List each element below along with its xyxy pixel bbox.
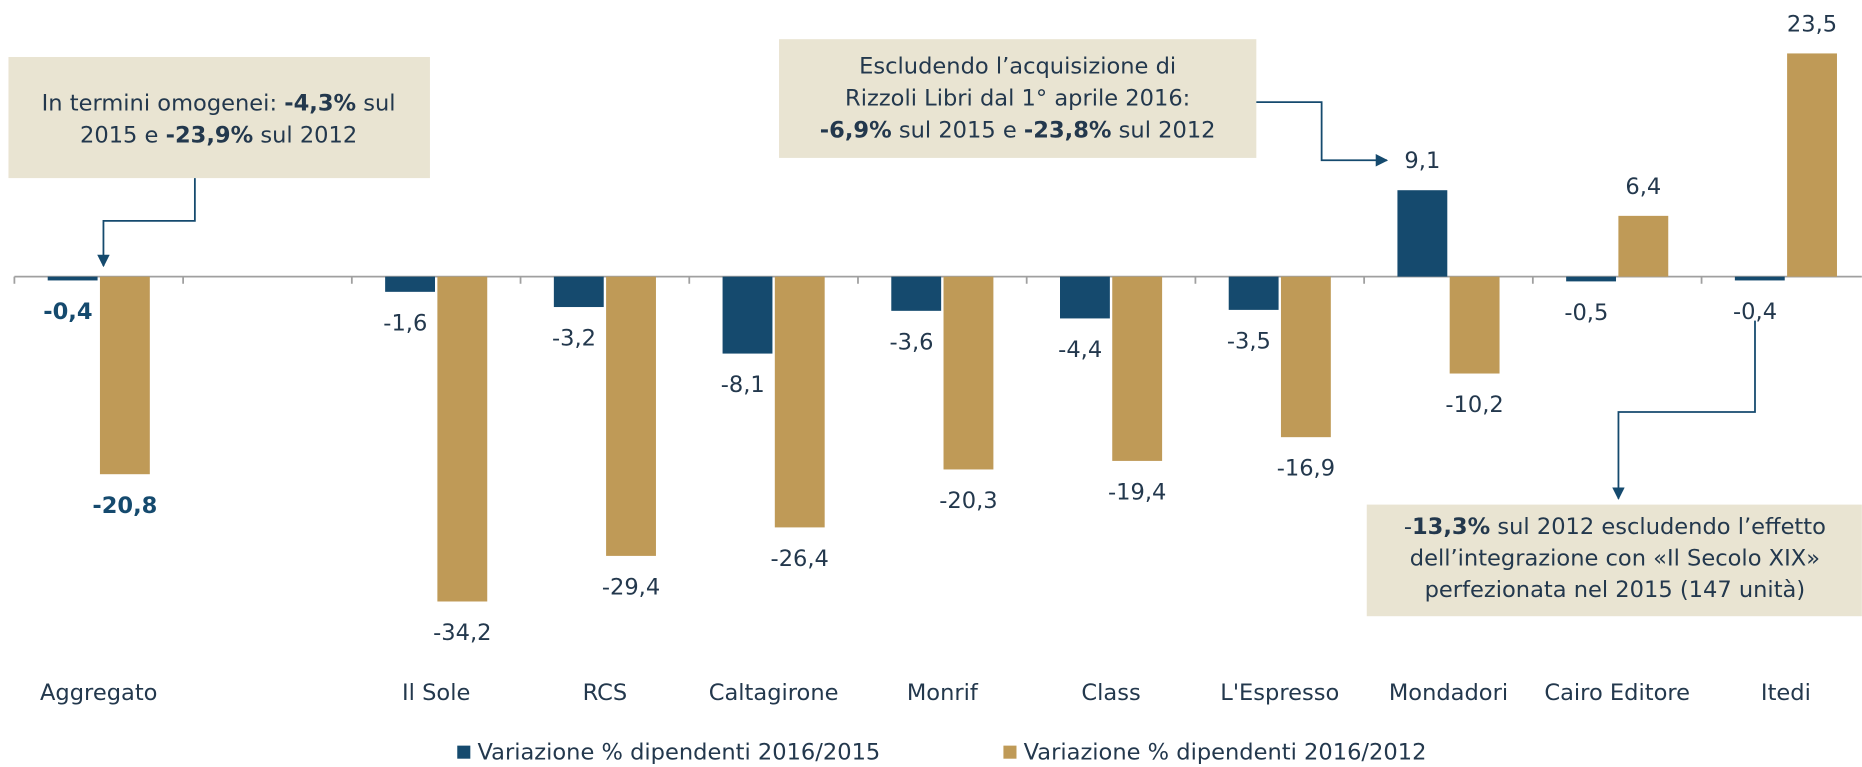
annotation-segment: - [1404, 514, 1412, 540]
x-tick-label: Cairo Editore [1544, 680, 1690, 706]
annotation-text: -13,3% sul 2012 escludendo l’effetto [1404, 514, 1826, 540]
legend-label: Variazione % dipendenti 2016/2012 [1024, 739, 1427, 765]
annotation-text: -6,9% sul 2015 e -23,8% sul 2012 [820, 117, 1216, 143]
data-label: -26,4 [771, 546, 829, 572]
bar [774, 276, 825, 528]
annotation-arrow [1612, 320, 1756, 500]
x-tick-label: Aggregato [40, 680, 157, 706]
annotation-segment: sul 2012 [253, 122, 357, 148]
x-tick-label: Monrif [907, 680, 979, 706]
annotation-box [1366, 504, 1862, 617]
annotation-segment: sul [356, 90, 395, 116]
annotation-segment: sul 2012 [1112, 117, 1216, 143]
annotation-text: Escludendo l’acquisizione di [859, 53, 1176, 79]
data-label: -1,6 [383, 310, 427, 336]
annotation-box [8, 56, 430, 179]
bar [606, 276, 656, 556]
legend-swatch [457, 745, 471, 759]
annotation-text: In termini omogenei: -4,3% sul [42, 90, 396, 116]
bar [385, 276, 436, 292]
annotation-text: 2015 e -23,9% sul 2012 [80, 122, 357, 148]
annotation-segment: 2015 e [80, 122, 166, 148]
data-label: -16,9 [1277, 456, 1335, 482]
data-label: -0,4 [43, 299, 92, 325]
data-label: -10,2 [1445, 392, 1503, 418]
bar [943, 276, 994, 470]
bar [1060, 276, 1110, 319]
bar [1449, 276, 1500, 374]
x-tick-label: Caltagirone [709, 680, 839, 706]
annotation-text: perfezionata nel 2015 (147 unità) [1425, 577, 1806, 603]
bar [722, 276, 773, 354]
annotation-segment: sul 2015 e [892, 117, 1024, 143]
annotation-text: dell’integrazione con «Il Secolo XIX» [1410, 545, 1820, 571]
data-label: -34,2 [433, 620, 491, 646]
data-label: 6,4 [1625, 174, 1661, 200]
bar [1566, 276, 1617, 282]
data-label: -20,8 [92, 493, 157, 519]
annotation-segment: -23,8% [1024, 117, 1112, 143]
annotation-segment: -4,3% [284, 90, 356, 116]
annotation-text: Rizzoli Libri dal 1° aprile 2016: [845, 85, 1190, 111]
bar [1397, 190, 1448, 277]
x-tick-label: Mondadori [1389, 680, 1508, 706]
annotation-segment: perfezionata nel 2015 (147 unità) [1425, 577, 1806, 603]
x-tick-label: L'Espresso [1220, 680, 1339, 706]
data-label: -29,4 [602, 574, 660, 600]
x-tick-label: Itedi [1761, 680, 1811, 706]
x-tick-label: Class [1081, 680, 1140, 706]
data-label: -0,5 [1564, 300, 1608, 326]
legend-swatch [1003, 745, 1017, 759]
annotation-segment: Escludendo l’acquisizione di [859, 53, 1176, 79]
bar [1228, 276, 1279, 310]
x-tick-label: RCS [583, 680, 628, 706]
bar [1618, 215, 1669, 277]
x-tick-label: Il Sole [402, 680, 470, 706]
annotation-segment: 13,3% [1412, 514, 1490, 540]
bar [553, 276, 604, 308]
data-label: -0,4 [1733, 299, 1777, 325]
annotation-arrow [97, 178, 196, 268]
data-label: -3,5 [1227, 328, 1271, 354]
annotation-segment: -23,9% [166, 122, 254, 148]
data-label: -4,4 [1058, 337, 1102, 363]
data-label: 9,1 [1404, 148, 1440, 174]
annotation-arrow [1256, 101, 1389, 167]
legend-label: Variazione % dipendenti 2016/2015 [477, 739, 880, 765]
bar [1112, 276, 1163, 461]
bar [99, 276, 150, 475]
annotation-segment: -6,9% [820, 117, 892, 143]
data-label: -3,2 [552, 326, 596, 352]
bar [47, 276, 98, 281]
data-label: -19,4 [1108, 479, 1166, 505]
data-label: -3,6 [889, 329, 933, 355]
bar [891, 276, 942, 311]
data-label: -20,3 [939, 488, 997, 514]
bar [1280, 276, 1331, 438]
bar [1787, 53, 1837, 277]
bar [1734, 276, 1785, 281]
annotation-segment: In termini omogenei: [42, 90, 285, 116]
data-label: -8,1 [721, 372, 765, 398]
annotation-segment: dell’integrazione con «Il Secolo XIX» [1410, 545, 1820, 571]
data-label: 23,5 [1787, 11, 1837, 37]
bar [437, 276, 488, 602]
annotation-segment: sul 2012 escludendo l’effetto [1490, 514, 1826, 540]
annotation-box [779, 39, 1257, 158]
annotation-segment: Rizzoli Libri dal 1° aprile 2016: [845, 85, 1190, 111]
